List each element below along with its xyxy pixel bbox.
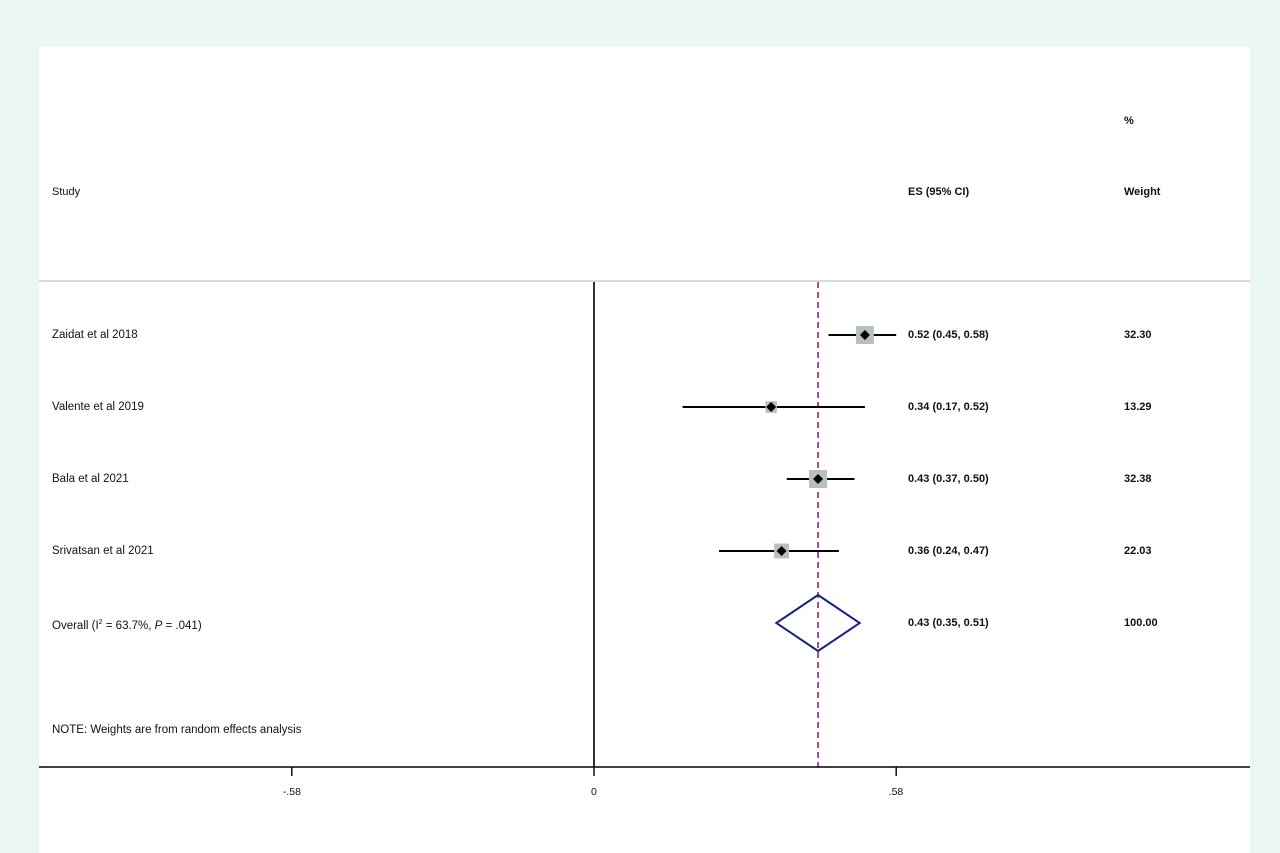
study-es-text: 0.34 (0.17, 0.52): [908, 401, 989, 413]
overall-weight-text: 100.00: [1124, 617, 1158, 629]
weight-percent-header: %: [1124, 115, 1134, 127]
study-weight-text: 22.03: [1124, 545, 1152, 557]
overall-es-text: 0.43 (0.35, 0.51): [908, 617, 989, 629]
study-label: Bala et al 2021: [52, 473, 129, 485]
overall-label-sup: 2: [98, 619, 103, 626]
point-estimate-marker: [859, 330, 870, 340]
es-column-header: ES (95% CI): [908, 186, 970, 198]
plot-panel: [39, 47, 1250, 853]
study-es-text: 0.52 (0.45, 0.58): [908, 329, 989, 341]
note-text: NOTE: Weights are from random effects an…: [52, 724, 302, 736]
x-tick-label: .58: [888, 786, 904, 798]
study-weight-text: 13.29: [1124, 401, 1152, 413]
study-es-text: 0.43 (0.37, 0.50): [908, 473, 989, 485]
study-es-text: 0.36 (0.24, 0.47): [908, 545, 989, 557]
study-weight-text: 32.30: [1124, 329, 1152, 341]
study-label: Srivatsan et al 2021: [52, 545, 154, 557]
overall-label-p: P: [154, 619, 163, 632]
overall-diamond: [774, 593, 862, 653]
overall-label-mid: = 63.7%,: [102, 619, 155, 632]
study-column-header: Study: [52, 186, 81, 198]
study-label: Zaidat et al 2018: [52, 329, 138, 341]
study-label: Valente et al 2019: [52, 401, 144, 413]
weight-column-header: Weight: [1124, 186, 1161, 198]
overall-label-prefix: Overall (I: [52, 619, 99, 632]
x-tick-label: -.58: [282, 786, 301, 798]
overall-label-end: = .041): [162, 619, 202, 632]
x-tick-label: 0: [591, 786, 597, 798]
study-weight-text: 32.38: [1124, 473, 1152, 485]
overall-label: Overall (I2 = 63.7%, P = .041): [52, 616, 202, 633]
point-estimate-marker: [766, 402, 777, 412]
point-estimate-marker: [776, 546, 787, 556]
point-estimate-marker: [813, 474, 824, 484]
